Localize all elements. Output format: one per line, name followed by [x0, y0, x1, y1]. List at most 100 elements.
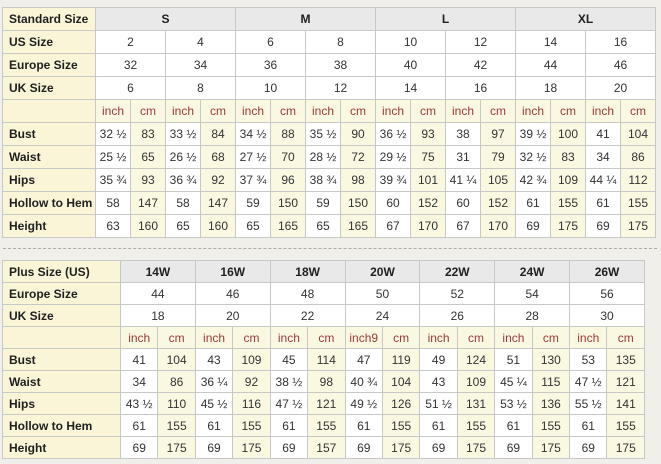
- measurement-value: 34: [119, 370, 159, 393]
- size-value: 38: [305, 53, 376, 77]
- measurement-value: 84: [200, 122, 236, 146]
- row-label: Hollow to Hem: [2, 191, 96, 215]
- unit-header: inch: [119, 326, 159, 349]
- size-value: 10: [375, 30, 446, 54]
- size-value: 28: [494, 304, 571, 327]
- row-label: Height: [2, 214, 96, 238]
- size-value: 22: [269, 304, 346, 327]
- measurement-value: 86: [620, 145, 656, 169]
- measurement-value: 88: [270, 122, 306, 146]
- measurement-value: 126: [381, 392, 421, 415]
- unit-header: inch: [165, 99, 201, 123]
- row-label: Europe Size: [2, 282, 121, 305]
- measurement-row: Waist 25 ½ 65 26 ½ 68 27 ½ 70 28 ½ 72 29 ½ 75 31 79 3…: [2, 145, 656, 169]
- measurement-value: 45: [269, 348, 309, 371]
- measurement-value: 61: [419, 414, 458, 437]
- size-value: 54: [494, 282, 571, 305]
- measurement-value: 59: [235, 191, 271, 215]
- row-label: Waist: [2, 145, 96, 169]
- measurement-value: 31: [445, 145, 481, 169]
- unit-header: cm: [456, 326, 496, 349]
- measurement-value: 39 ¾: [375, 168, 411, 192]
- corner-header: Plus Size (US): [2, 260, 121, 283]
- measurement-value: 47 ½: [569, 370, 608, 393]
- measurement-value: 36 ½: [375, 122, 411, 146]
- measurement-row: Hollow to Hem 58 147 58 147 59 150 59 150 60 152 60…: [2, 191, 656, 215]
- measurement-value: 69: [494, 436, 533, 459]
- measurement-value: 147: [200, 191, 236, 215]
- unit-header-row: inch cm inch cm inch cm inch cm inch cm inch cm inch…: [2, 99, 656, 123]
- measurement-value: 104: [381, 370, 421, 393]
- unit-header: cm: [157, 326, 196, 349]
- standard-size-chart-table: Standard Size S M L XL US Size 2 4 6 8 10 12 14 16 Eur…: [2, 7, 656, 238]
- measurement-value: 44 ¼: [585, 168, 621, 192]
- measurement-value: 105: [480, 168, 516, 192]
- measurement-value: 119: [381, 348, 421, 371]
- unit-header: cm: [620, 99, 656, 123]
- size-value: 52: [419, 282, 496, 305]
- measurement-value: 155: [620, 191, 656, 215]
- size-value: 44: [120, 282, 196, 305]
- size-value: 2: [95, 30, 166, 54]
- row-label: Hips: [2, 168, 96, 192]
- size-value: 46: [194, 282, 271, 305]
- unit-header: inch: [235, 99, 271, 123]
- measurement-value: 72: [340, 145, 376, 169]
- measurement-value: 170: [480, 214, 516, 238]
- unit-header: cm: [200, 99, 236, 123]
- size-value: 36: [235, 53, 306, 77]
- size-group-header-row: Standard Size S M L XL: [2, 7, 656, 31]
- measurement-value: 147: [130, 191, 166, 215]
- measurement-value: 170: [410, 214, 446, 238]
- size-value: 18: [515, 76, 586, 100]
- measurement-value: 115: [531, 370, 571, 393]
- measurement-value: 69: [419, 436, 458, 459]
- measurement-value: 38: [445, 122, 481, 146]
- unit-header: inch: [95, 99, 131, 123]
- size-column-header: S: [95, 7, 236, 31]
- measurement-row: Height 63 160 65 160 65 165 65 165 67 170 67 170 69 17…: [2, 214, 656, 238]
- measurement-value: 61: [269, 414, 309, 437]
- row-label: Bust: [2, 122, 96, 146]
- unit-row-blank-label: [2, 326, 121, 349]
- size-value: 56: [569, 282, 645, 305]
- measurement-value: 45 ½: [194, 392, 234, 415]
- measurement-value: 60: [375, 191, 411, 215]
- size-value: 16: [445, 76, 516, 100]
- row-label: UK Size: [2, 76, 96, 100]
- unit-header: inch: [445, 99, 481, 123]
- measurement-value: 53: [569, 348, 608, 371]
- measurement-value: 131: [456, 392, 496, 415]
- measurement-value: 83: [550, 145, 586, 169]
- measurement-value: 110: [157, 392, 196, 415]
- unit-header: inch: [419, 326, 458, 349]
- row-label: Bust: [2, 348, 121, 371]
- size-value: 32: [95, 53, 166, 77]
- measurement-value: 101: [410, 168, 446, 192]
- measurement-value: 55 ½: [569, 392, 608, 415]
- size-conversion-row: UK Size 6 8 10 12 14 16 18 20: [2, 76, 656, 100]
- measurement-value: 32 ½: [95, 122, 131, 146]
- measurement-value: 92: [232, 370, 271, 393]
- size-value: 8: [165, 76, 236, 100]
- size-value: 20: [194, 304, 271, 327]
- measurement-value: 42 ¾: [515, 168, 551, 192]
- unit-header: cm: [381, 326, 421, 349]
- measurement-value: 98: [340, 168, 376, 192]
- measurement-value: 69: [515, 214, 551, 238]
- measurement-value: 35 ½: [305, 122, 341, 146]
- measurement-value: 83: [130, 122, 166, 146]
- measurement-value: 58: [95, 191, 131, 215]
- size-value: 6: [235, 30, 306, 54]
- measurement-value: 155: [531, 414, 571, 437]
- size-column-header: XL: [515, 7, 656, 31]
- measurement-value: 155: [606, 414, 645, 437]
- measurement-value: 61: [515, 191, 551, 215]
- measurement-value: 69: [569, 436, 608, 459]
- measurement-value: 152: [480, 191, 516, 215]
- measurement-value: 97: [480, 122, 516, 146]
- measurement-value: 51: [494, 348, 533, 371]
- measurement-value: 51 ½: [419, 392, 458, 415]
- measurement-value: 36 ¾: [165, 168, 201, 192]
